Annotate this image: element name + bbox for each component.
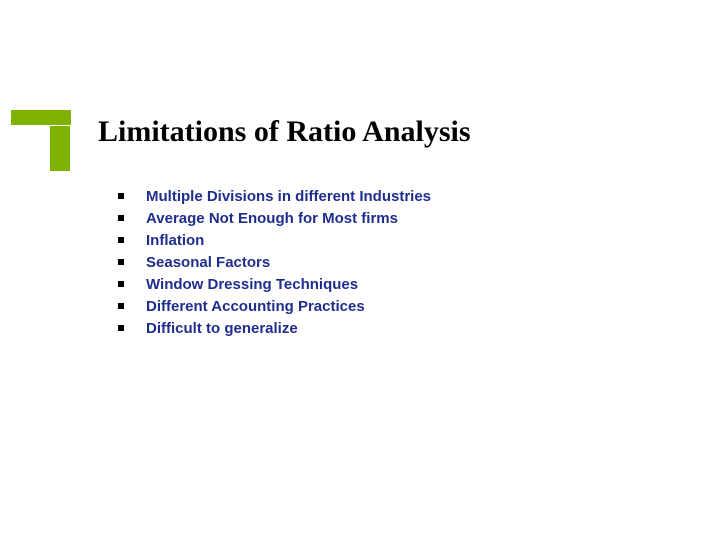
list-item: Average Not Enough for Most firms bbox=[118, 207, 431, 229]
slide: Limitations of Ratio Analysis Multiple D… bbox=[0, 0, 720, 540]
list-item-label: Multiple Divisions in different Industri… bbox=[146, 188, 431, 205]
square-bullet-icon bbox=[118, 281, 124, 287]
list-item: Different Accounting Practices bbox=[118, 295, 431, 317]
list-item-label: Inflation bbox=[146, 232, 204, 249]
square-bullet-icon bbox=[118, 193, 124, 199]
bullet-list: Multiple Divisions in different Industri… bbox=[118, 185, 431, 339]
square-bullet-icon bbox=[118, 325, 124, 331]
accent-bar-top bbox=[11, 110, 71, 125]
square-bullet-icon bbox=[118, 237, 124, 243]
list-item-label: Window Dressing Techniques bbox=[146, 276, 358, 293]
slide-title: Limitations of Ratio Analysis bbox=[98, 115, 471, 148]
list-item: Window Dressing Techniques bbox=[118, 273, 431, 295]
list-item-label: Different Accounting Practices bbox=[146, 298, 365, 315]
square-bullet-icon bbox=[118, 259, 124, 265]
accent-bar-left bbox=[50, 126, 70, 171]
list-item: Seasonal Factors bbox=[118, 251, 431, 273]
list-item-label: Average Not Enough for Most firms bbox=[146, 210, 398, 227]
list-item-label: Difficult to generalize bbox=[146, 320, 298, 337]
list-item: Inflation bbox=[118, 229, 431, 251]
list-item-label: Seasonal Factors bbox=[146, 254, 270, 271]
square-bullet-icon bbox=[118, 303, 124, 309]
list-item: Multiple Divisions in different Industri… bbox=[118, 185, 431, 207]
list-item: Difficult to generalize bbox=[118, 317, 431, 339]
square-bullet-icon bbox=[118, 215, 124, 221]
